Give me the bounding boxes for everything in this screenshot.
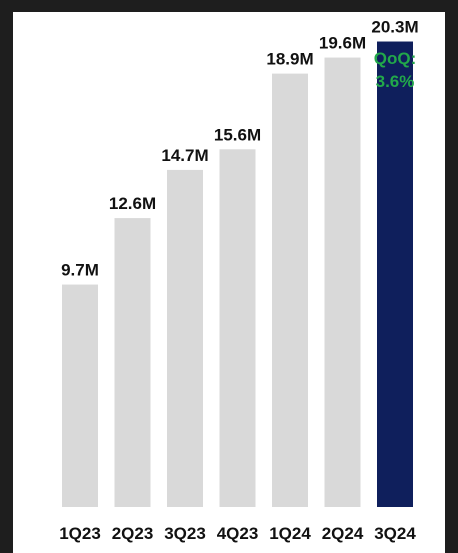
category-label-4q23: 4Q23 — [217, 524, 259, 543]
category-label-1q24: 1Q24 — [269, 524, 311, 543]
category-label-2q24: 2Q24 — [322, 524, 364, 543]
bar-2q24 — [324, 57, 361, 507]
qoq-annotation-line-2: 3.6% — [376, 72, 415, 91]
category-label-3q24: 3Q24 — [374, 524, 416, 543]
bar-2q23 — [114, 218, 151, 507]
value-label-3q24: 20.3M — [371, 18, 418, 37]
bar-1q23 — [62, 284, 98, 507]
category-label-2q23: 2Q23 — [112, 524, 154, 543]
bar-3q24 — [377, 41, 413, 508]
value-labels-group: 9.7M 12.6M 14.7M 15.6M 18.9M 19.6M 20.3M — [61, 18, 419, 280]
qoq-annotation: QoQ: 3.6% — [374, 49, 417, 91]
value-label-3q23: 14.7M — [161, 146, 208, 165]
value-label-2q24: 19.6M — [319, 34, 366, 53]
bar-1q24 — [272, 73, 308, 508]
bar-4q23 — [219, 149, 256, 507]
qoq-annotation-line-1: QoQ: — [374, 49, 417, 68]
value-label-1q23: 9.7M — [61, 261, 99, 280]
value-label-1q24: 18.9M — [266, 50, 313, 69]
bar-3q23 — [167, 169, 203, 507]
category-label-3q23: 3Q23 — [164, 524, 206, 543]
bars-group — [62, 41, 413, 508]
value-label-4q23: 15.6M — [214, 125, 261, 144]
category-label-1q23: 1Q23 — [59, 524, 101, 543]
category-labels-group: 1Q23 2Q23 3Q23 4Q23 1Q24 2Q24 3Q24 — [59, 524, 416, 543]
value-label-2q23: 12.6M — [109, 194, 156, 213]
